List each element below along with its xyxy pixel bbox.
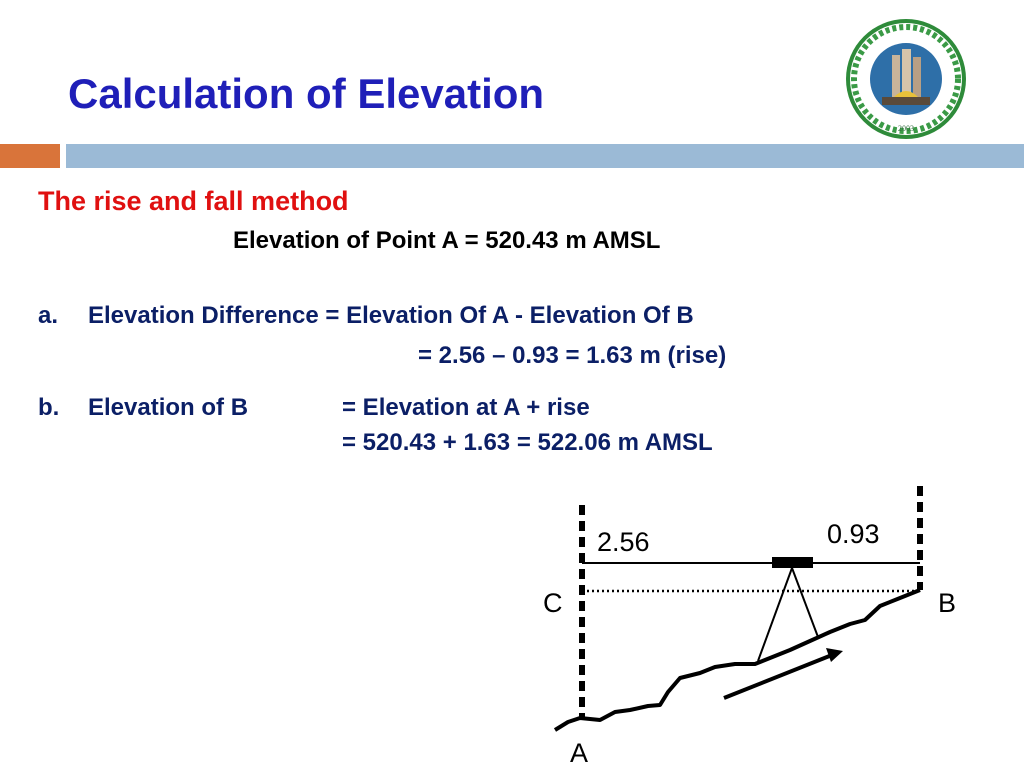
- item-a-text: Elevation Difference = Elevation Of A - …: [88, 302, 694, 329]
- university-logo: 2003: [842, 15, 970, 143]
- logo-year: 2003: [898, 124, 914, 133]
- reading-back-label: 2.56: [597, 527, 650, 557]
- direction-arrow: [723, 653, 833, 700]
- ground-profile: [553, 588, 921, 732]
- item-a-result: = 2.56 – 0.93 = 1.63 m (rise): [418, 342, 727, 369]
- tripod-leg-right: [791, 567, 819, 638]
- accent-bar-orange: [0, 144, 60, 168]
- item-b-text: Elevation of B: [88, 394, 249, 421]
- item-b-marker: b.: [38, 394, 60, 421]
- accent-bar-blue: [66, 144, 1024, 168]
- leveling-diagram: 2.56 0.93 C B A: [543, 486, 956, 768]
- tripod-leg-left: [757, 567, 793, 662]
- level-instrument-icon: [772, 557, 813, 568]
- point-b-label: B: [938, 588, 956, 618]
- item-b-expression-1: = Elevation at A + rise: [342, 394, 590, 421]
- reading-fore-label: 0.93: [827, 519, 880, 549]
- point-a-label: A: [570, 738, 588, 768]
- given-elevation: Elevation of Point A = 520.43 m AMSL: [233, 227, 661, 254]
- point-c-label: C: [543, 588, 563, 618]
- method-heading: The rise and fall method: [38, 186, 349, 216]
- item-a-marker: a.: [38, 302, 59, 329]
- item-b-expression-2: = 520.43 + 1.63 = 522.06 m AMSL: [342, 429, 713, 456]
- arrow-head-icon: [826, 648, 843, 662]
- slide-title: Calculation of Elevation: [68, 70, 545, 117]
